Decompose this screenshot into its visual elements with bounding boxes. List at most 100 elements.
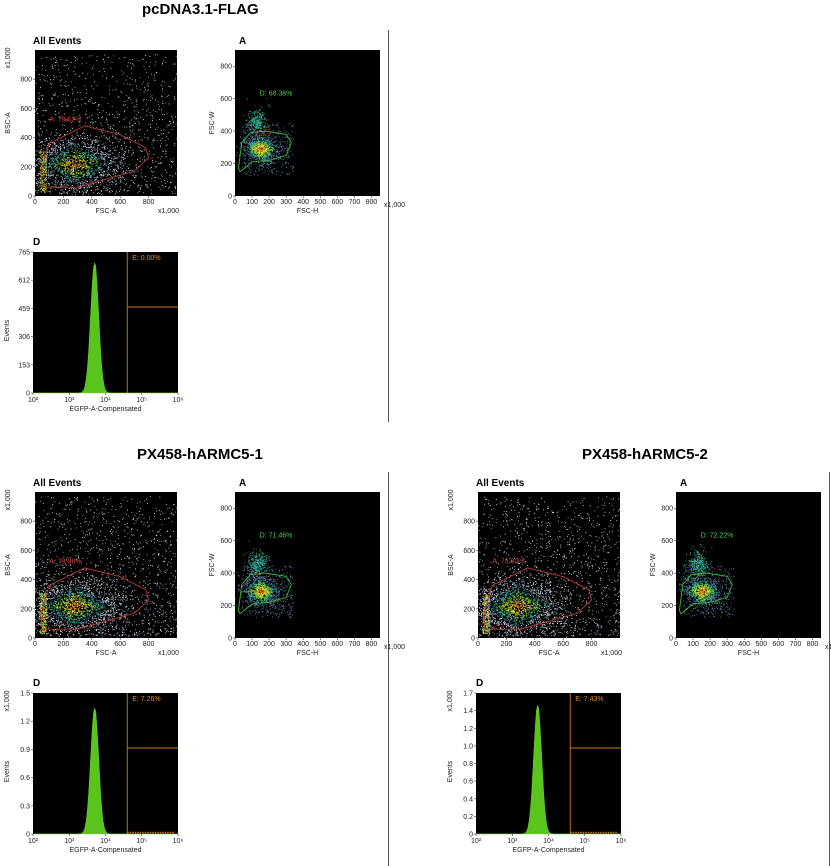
event-dot bbox=[44, 158, 46, 160]
event-dot bbox=[161, 181, 162, 183]
event-dot bbox=[254, 174, 255, 175]
event-dot bbox=[103, 146, 105, 148]
event-dot bbox=[266, 143, 267, 145]
event-dot bbox=[90, 145, 92, 147]
event-dot bbox=[75, 603, 77, 605]
event-dot bbox=[262, 155, 264, 156]
event-dot bbox=[45, 590, 47, 592]
event-dot bbox=[266, 154, 267, 156]
event-dot bbox=[244, 150, 246, 152]
event-dot bbox=[135, 106, 137, 108]
event-dot bbox=[51, 617, 52, 619]
event-dot bbox=[249, 141, 251, 143]
event-dot bbox=[68, 167, 69, 169]
event-dot bbox=[118, 152, 120, 153]
event-dot bbox=[64, 625, 65, 627]
event-dot bbox=[264, 157, 266, 159]
event-dot bbox=[154, 516, 156, 517]
event-dot bbox=[75, 60, 76, 61]
event-dot bbox=[60, 183, 62, 185]
event-dot bbox=[251, 112, 253, 114]
event-dot bbox=[85, 97, 87, 99]
event-dot bbox=[102, 179, 103, 180]
event-dot bbox=[51, 599, 53, 601]
event-dot bbox=[74, 163, 76, 165]
event-dot bbox=[59, 156, 61, 158]
event-dot bbox=[168, 85, 170, 87]
event-dot bbox=[90, 146, 92, 148]
event-dot bbox=[89, 184, 91, 186]
event-dot bbox=[250, 155, 251, 157]
event-dot bbox=[128, 186, 130, 188]
event-dot bbox=[38, 120, 40, 122]
event-dot bbox=[90, 176, 92, 178]
event-dot bbox=[166, 113, 168, 115]
event-dot bbox=[50, 132, 52, 134]
event-dot bbox=[115, 183, 117, 185]
event-dot bbox=[97, 139, 99, 141]
event-dot bbox=[265, 163, 267, 165]
event-dot bbox=[62, 162, 64, 164]
event-dot bbox=[94, 618, 96, 619]
event-dot bbox=[58, 634, 60, 636]
event-dot bbox=[286, 167, 287, 168]
event-dot bbox=[42, 94, 44, 96]
event-dot bbox=[248, 148, 250, 150]
event-dot bbox=[257, 122, 259, 124]
event-dot bbox=[268, 142, 270, 143]
event-dot bbox=[161, 96, 163, 97]
event-dot bbox=[270, 153, 271, 155]
event-dot bbox=[262, 132, 264, 134]
event-dot bbox=[73, 152, 75, 154]
event-dot bbox=[253, 155, 254, 157]
event-dot bbox=[250, 124, 252, 125]
event-dot bbox=[276, 158, 277, 160]
event-dot bbox=[243, 150, 245, 151]
event-dot bbox=[99, 177, 101, 178]
event-dot bbox=[175, 600, 177, 602]
event-dot bbox=[92, 102, 94, 104]
event-dot bbox=[129, 558, 131, 559]
event-dot bbox=[284, 141, 286, 143]
event-dot bbox=[98, 144, 100, 146]
event-dot bbox=[58, 611, 60, 613]
event-dot bbox=[250, 140, 252, 141]
event-dot bbox=[271, 147, 273, 149]
event-dot bbox=[99, 155, 101, 157]
event-dot bbox=[272, 153, 274, 155]
event-dot bbox=[173, 63, 174, 65]
event-dot bbox=[70, 565, 72, 566]
event-dot bbox=[259, 150, 261, 152]
event-dot bbox=[251, 150, 253, 152]
event-dot bbox=[79, 138, 80, 140]
event-dot bbox=[47, 535, 49, 537]
event-dot bbox=[66, 504, 68, 506]
event-dot bbox=[286, 142, 288, 144]
event-dot bbox=[90, 162, 92, 164]
event-dot bbox=[124, 147, 126, 149]
event-dot bbox=[124, 151, 126, 152]
event-dot bbox=[70, 163, 71, 164]
event-dot bbox=[95, 621, 96, 622]
event-dot bbox=[86, 151, 87, 153]
event-dot bbox=[131, 125, 133, 127]
event-dot bbox=[142, 139, 143, 141]
event-dot bbox=[116, 612, 117, 613]
event-dot bbox=[110, 160, 111, 161]
event-dot bbox=[247, 143, 249, 145]
event-dot bbox=[74, 623, 75, 625]
event-dot bbox=[147, 526, 149, 528]
event-dot bbox=[267, 135, 269, 137]
event-dot bbox=[250, 124, 252, 126]
event-dot bbox=[119, 121, 121, 123]
event-dot bbox=[136, 557, 138, 559]
event-dot bbox=[103, 171, 105, 173]
event-dot bbox=[259, 113, 261, 115]
event-dot bbox=[39, 168, 41, 170]
event-dot bbox=[59, 596, 61, 598]
event-dot bbox=[257, 122, 259, 124]
event-dot bbox=[85, 103, 87, 105]
event-dot bbox=[38, 134, 40, 135]
event-dot bbox=[266, 143, 268, 145]
event-dot bbox=[260, 123, 261, 125]
